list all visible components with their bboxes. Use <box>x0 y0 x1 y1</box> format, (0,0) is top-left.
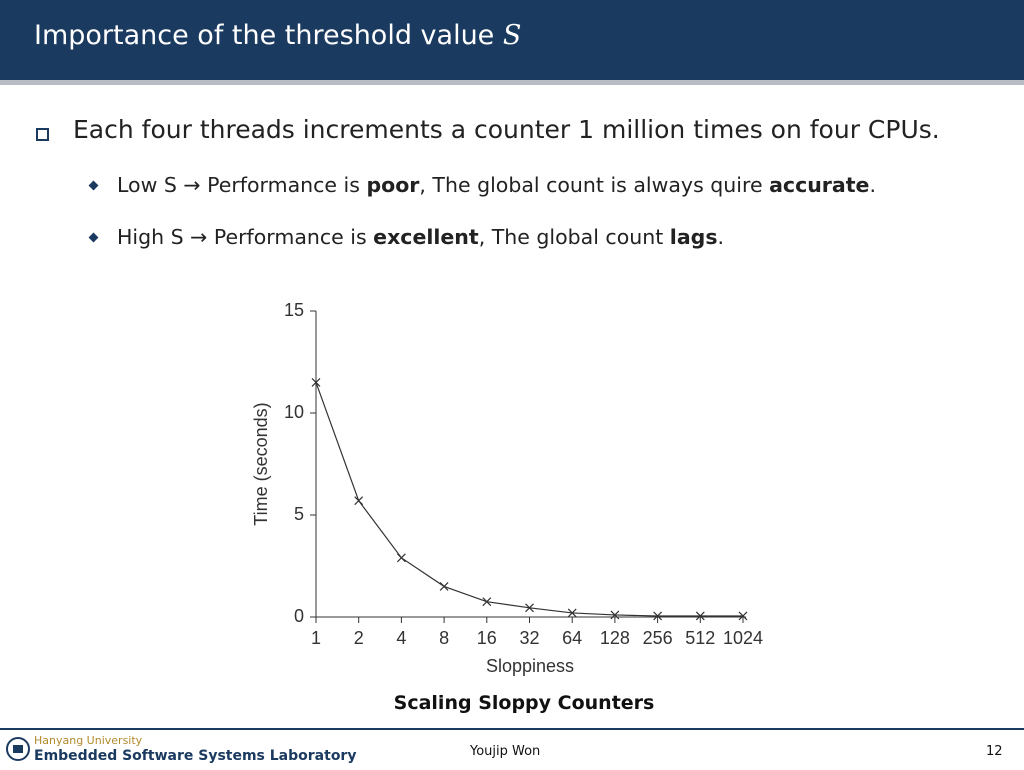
y-tick-label: 10 <box>284 402 304 422</box>
marker <box>695 611 705 621</box>
marker <box>354 496 364 506</box>
marker <box>525 603 534 613</box>
marker <box>738 611 748 621</box>
bullet: Each four threads increments a counter 1… <box>73 115 940 144</box>
marker <box>482 597 492 607</box>
title-variable: S <box>502 20 522 51</box>
bullet-text: , The global count <box>478 225 670 249</box>
bullet-text: . <box>717 225 725 249</box>
page-number: 12 <box>986 744 1003 759</box>
x-tick-label: 2 <box>354 628 364 648</box>
marker <box>567 608 577 618</box>
x-tick-label: 512 <box>685 628 715 648</box>
marker <box>311 377 321 387</box>
bullet-text: poor <box>366 173 420 197</box>
x-tick-label: 64 <box>562 628 582 648</box>
bullet-text: Each four threads increments a counter 1… <box>73 115 940 144</box>
x-tick-label: 256 <box>643 628 673 648</box>
bullet-text: lags <box>669 225 718 249</box>
marker <box>610 610 620 620</box>
x-tick-label: 16 <box>477 628 497 648</box>
y-axis-label: Time (seconds) <box>251 402 271 525</box>
bullet: High S → Performance is excellent, The g… <box>117 225 724 249</box>
x-tick-label: 1024 <box>723 628 763 648</box>
x-tick-label: 32 <box>519 628 539 648</box>
university: Hanyang University <box>34 734 143 747</box>
y-tick-label: 15 <box>284 300 304 320</box>
x-tick-label: 4 <box>396 628 406 648</box>
y-tick-label: 5 <box>294 504 304 524</box>
bullet-text: High S → Performance is <box>117 225 374 249</box>
title-text: Importance of the threshold value <box>34 20 495 51</box>
marker <box>439 581 449 591</box>
footer: Hanyang University Embedded Software Sys… <box>0 728 1024 770</box>
bullet-text: accurate <box>769 173 870 197</box>
lab-name: Embedded Software Systems Laboratory <box>34 748 357 764</box>
caption: Scaling Sloppy Counters <box>393 692 655 714</box>
bullet-text: , The global count is always quire <box>419 173 770 197</box>
y-tick-label: 0 <box>294 606 304 626</box>
marker <box>653 611 663 621</box>
line <box>315 382 743 617</box>
bullet-text: . <box>869 173 876 197</box>
bullet-text: excellent <box>373 225 479 249</box>
bullet: Low S → Performance is poor, The global … <box>117 173 876 197</box>
bullet-text: Low S → Performance is <box>117 173 367 197</box>
logo <box>6 737 30 761</box>
x-tick-label: 8 <box>439 628 449 648</box>
bullet-icon <box>36 128 49 141</box>
x-tick-label: 1 <box>311 628 321 648</box>
author: Youjip Won <box>470 744 541 759</box>
slide-title: Importance of the threshold value S <box>34 20 521 51</box>
x-tick-label: 128 <box>600 628 630 648</box>
x-axis-label: Sloppiness <box>486 656 574 676</box>
header: Importance of the threshold value S <box>0 0 1024 85</box>
marker <box>396 553 406 563</box>
